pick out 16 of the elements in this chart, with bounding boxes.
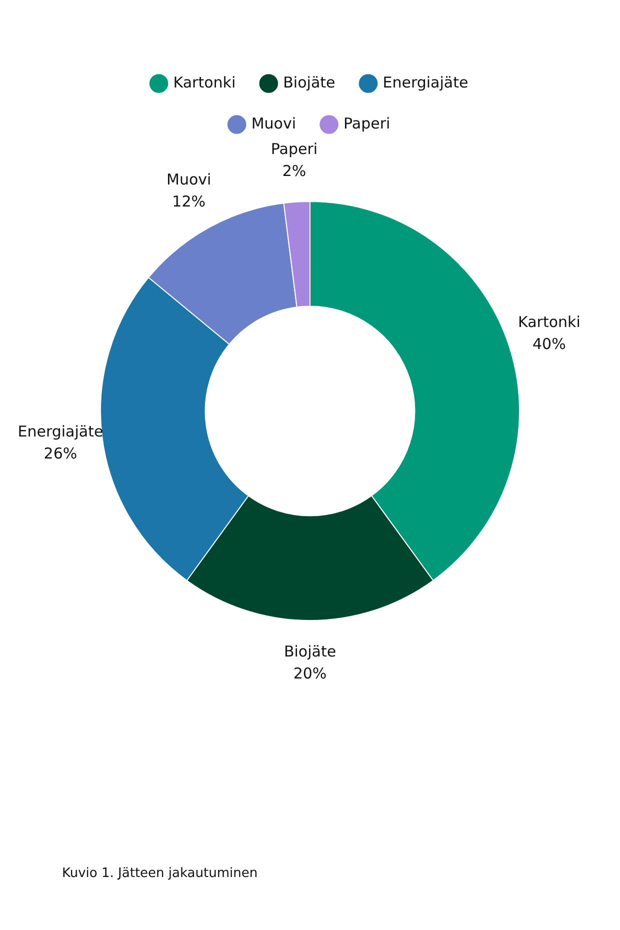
data-label: 26% <box>44 444 78 462</box>
legend-label: Kartonki <box>173 73 236 92</box>
slice-label: Biojäte <box>284 642 336 660</box>
slice-label: Paperi <box>270 140 318 158</box>
legend-label: Paperi <box>344 114 390 132</box>
text: Kuvio 1. Jätteen jakautuminen <box>62 866 258 881</box>
slice-label: Kartonki <box>518 313 580 332</box>
legend-label: Biojäte <box>283 73 336 92</box>
slice-label: Muovi <box>166 170 212 188</box>
legend-label: Muovi <box>251 114 296 132</box>
legend-label: Energiajäte <box>382 73 468 92</box>
data-label: 40% <box>532 335 566 354</box>
slice-label: Energiajäte <box>18 422 104 440</box>
data-label: 2% <box>282 162 306 180</box>
data-label: 20% <box>293 664 327 682</box>
data-label: 12% <box>172 192 206 210</box>
